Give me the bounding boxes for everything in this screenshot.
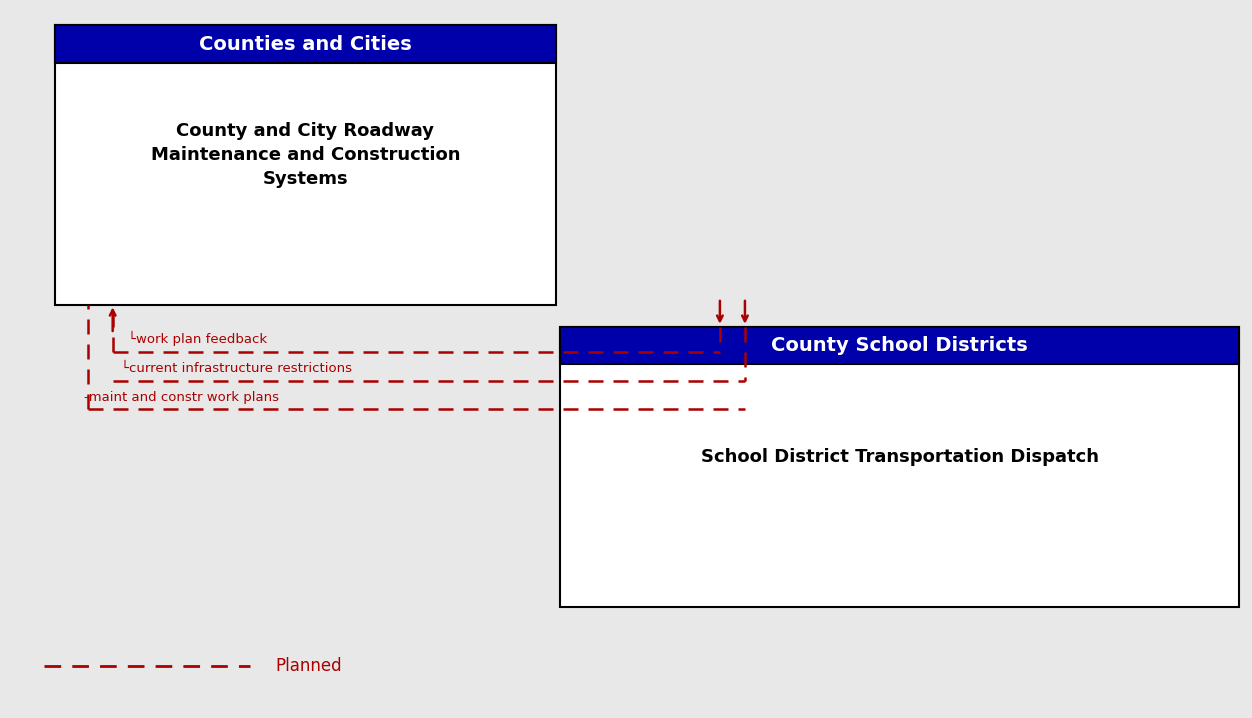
Bar xyxy=(560,327,1239,607)
Text: Counties and Cities: Counties and Cities xyxy=(199,34,412,54)
Text: School District Transportation Dispatch: School District Transportation Dispatch xyxy=(701,447,1098,465)
Bar xyxy=(560,327,1239,365)
Text: County and City Roadway
Maintenance and Construction
Systems: County and City Roadway Maintenance and … xyxy=(150,122,461,187)
Text: └current infrastructure restrictions: └current infrastructure restrictions xyxy=(121,362,353,375)
Text: Planned: Planned xyxy=(275,657,342,676)
Bar xyxy=(55,25,556,305)
Text: └work plan feedback: └work plan feedback xyxy=(128,331,267,346)
Text: County School Districts: County School Districts xyxy=(771,336,1028,355)
Text: -maint and constr work plans: -maint and constr work plans xyxy=(84,391,279,404)
Bar xyxy=(55,25,556,63)
